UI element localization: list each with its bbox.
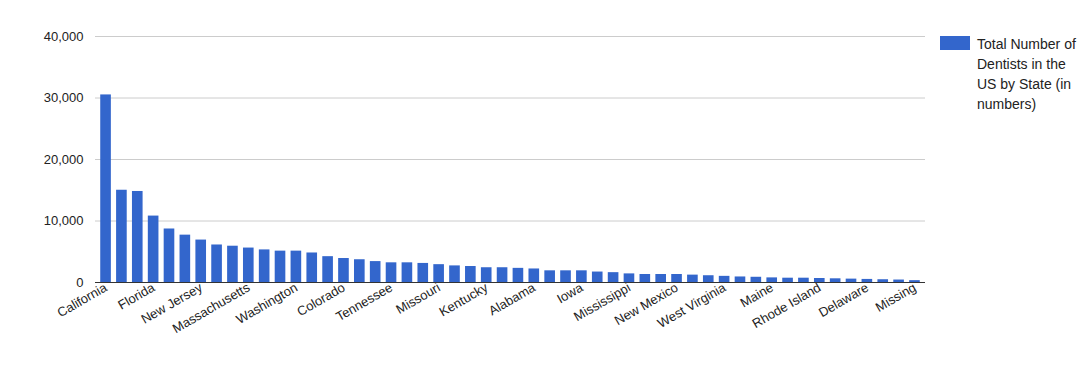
svg-text:0: 0 [76,275,83,290]
svg-text:Tennessee: Tennessee [333,280,395,324]
svg-text:Colorado: Colorado [294,279,348,320]
svg-text:Alabama: Alabama [486,279,539,318]
svg-text:California: California [55,279,111,320]
svg-text:New Mexico: New Mexico [611,279,681,329]
svg-text:Kentucky: Kentucky [436,279,490,319]
svg-text:Mississippi: Mississippi [571,279,633,325]
svg-text:10,000: 10,000 [44,213,84,228]
svg-text:Washington: Washington [233,280,300,327]
svg-text:Delaware: Delaware [816,280,871,320]
svg-text:Iowa: Iowa [554,279,586,306]
svg-text:Massachusetts: Massachusetts [170,279,253,336]
svg-text:Missing: Missing [873,280,919,315]
svg-text:Florida: Florida [115,279,158,313]
svg-text:West Virginia: West Virginia [655,279,729,330]
svg-text:Missouri: Missouri [393,280,443,317]
svg-text:30,000: 30,000 [44,90,84,105]
html-text:Total Number of Dentists in th: Total Number of Dentists in the US by St… [977,36,1076,112]
svg-text:Maine: Maine [737,279,776,311]
svg-text:40,000: 40,000 [44,29,84,44]
svg-text:Rhode Island: Rhode Island [750,280,824,331]
svg-text:New Jersey: New Jersey [138,279,205,327]
svg-text:20,000: 20,000 [44,152,84,167]
